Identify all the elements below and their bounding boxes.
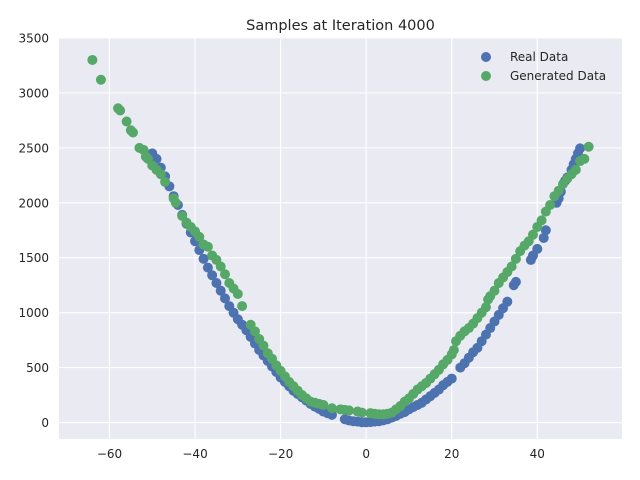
series-generated-data — [87, 54, 594, 420]
data-point — [326, 403, 337, 414]
data-point — [219, 293, 230, 304]
data-point — [579, 153, 590, 164]
legend-label-real-data: Real Data — [510, 50, 568, 64]
data-point — [258, 340, 269, 351]
chart-title: Samples at Iteration 4000 — [246, 18, 435, 34]
y-tick-label: 2000 — [18, 196, 49, 210]
y-tick-label: 1000 — [18, 306, 49, 320]
data-point — [121, 116, 132, 127]
data-point — [249, 326, 260, 337]
data-point — [219, 269, 230, 280]
data-point — [536, 215, 547, 226]
data-point — [160, 176, 171, 187]
x-tick-label: −20 — [268, 447, 293, 461]
data-point — [215, 285, 226, 296]
data-point — [202, 241, 213, 252]
data-point — [510, 253, 521, 264]
data-point — [545, 199, 556, 210]
series-layer — [87, 54, 594, 428]
y-tick-label: 2500 — [18, 141, 49, 155]
data-point — [237, 301, 248, 312]
x-tick-label: −40 — [182, 447, 207, 461]
y-tick-label: 0 — [41, 416, 49, 430]
x-tick-label: 40 — [530, 447, 545, 461]
data-point — [508, 280, 519, 291]
data-point — [211, 277, 222, 288]
x-tick-label: 0 — [362, 447, 370, 461]
data-point — [207, 270, 218, 281]
data-point — [194, 231, 205, 242]
data-point — [95, 74, 106, 85]
y-axis-ticks: 0 500 1000 1500 2000 2500 3000 3500 — [18, 32, 49, 431]
data-point — [538, 232, 549, 243]
data-point — [232, 288, 243, 299]
data-point — [170, 197, 181, 208]
legend: Real Data Generated Data — [481, 50, 606, 83]
x-tick-label: −60 — [97, 447, 122, 461]
data-point — [128, 127, 139, 138]
data-point — [215, 261, 226, 272]
data-point — [448, 345, 459, 356]
x-axis-ticks: −60 −40 −20 0 20 40 — [97, 447, 545, 461]
y-tick-label: 3500 — [18, 32, 49, 46]
data-point — [224, 301, 235, 312]
data-point — [540, 225, 551, 236]
legend-label-generated-data: Generated Data — [510, 69, 606, 83]
data-point — [356, 407, 367, 418]
y-tick-label: 3000 — [18, 86, 49, 100]
data-point — [525, 254, 536, 265]
y-tick-label: 500 — [26, 361, 49, 375]
data-point — [115, 105, 126, 116]
data-point — [344, 405, 355, 416]
x-tick-label: 20 — [444, 447, 459, 461]
data-point — [318, 399, 329, 410]
data-point — [339, 414, 350, 425]
data-point — [480, 302, 491, 313]
data-point — [202, 262, 213, 273]
legend-marker-generated-data — [481, 71, 491, 81]
data-point — [506, 261, 517, 272]
y-tick-label: 1500 — [18, 251, 49, 265]
data-point — [489, 285, 500, 296]
data-point — [198, 253, 209, 264]
data-point — [583, 141, 594, 152]
data-point — [455, 362, 466, 373]
data-point — [528, 229, 539, 240]
data-point — [155, 169, 166, 180]
data-point — [87, 54, 98, 65]
legend-marker-real-data — [481, 52, 491, 62]
data-point — [570, 164, 581, 175]
